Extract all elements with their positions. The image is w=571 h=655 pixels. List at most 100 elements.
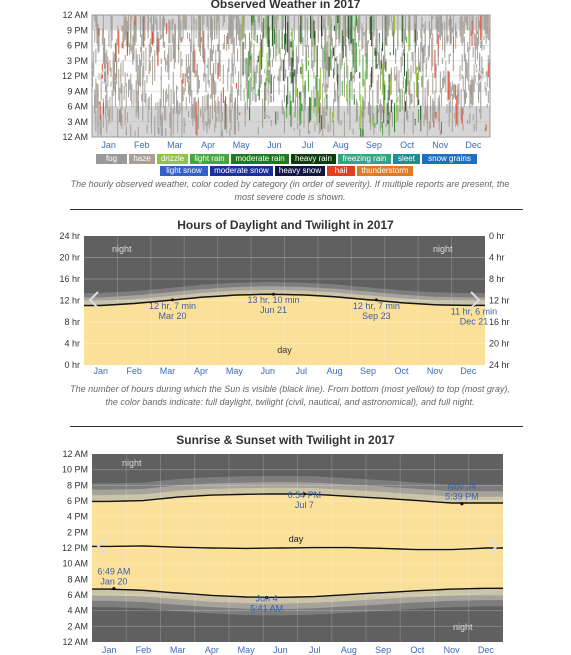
weather-observation bbox=[461, 74, 463, 79]
weather-observation bbox=[222, 43, 224, 50]
weather-observation bbox=[468, 47, 470, 70]
weather-observation bbox=[217, 62, 219, 80]
x-tick-label: Feb bbox=[136, 645, 152, 655]
weather-observation bbox=[130, 73, 132, 101]
weather-observation bbox=[318, 78, 320, 107]
weather-observation bbox=[189, 32, 191, 42]
weather-observation bbox=[312, 15, 314, 48]
weather-observation bbox=[381, 121, 383, 129]
weather-observation bbox=[131, 15, 133, 21]
weather-observation bbox=[143, 62, 145, 78]
weather-observation bbox=[414, 120, 416, 126]
weather-observation bbox=[466, 92, 468, 98]
weather-observation bbox=[361, 23, 363, 51]
weather-observation bbox=[232, 39, 234, 54]
weather-observation bbox=[146, 124, 148, 134]
weather-observation bbox=[95, 15, 97, 28]
weather-observation bbox=[461, 54, 463, 72]
weather-observation bbox=[427, 56, 429, 61]
weather-observation bbox=[467, 15, 469, 31]
weather-observation bbox=[423, 44, 425, 64]
weather-observation bbox=[398, 70, 400, 92]
weather-observation bbox=[203, 59, 205, 64]
weather-observation bbox=[300, 15, 302, 44]
weather-observation bbox=[126, 31, 128, 56]
weather-observation bbox=[331, 37, 333, 59]
weather-observation bbox=[411, 94, 413, 104]
weather-observation bbox=[113, 53, 115, 83]
weather-observation bbox=[262, 98, 264, 128]
x-tick-label: Jul bbox=[309, 645, 321, 655]
weather-observation bbox=[111, 16, 113, 41]
legend-item-light-rain: light rain bbox=[190, 154, 229, 164]
weather-observation bbox=[464, 77, 466, 105]
weather-observation bbox=[339, 53, 341, 73]
y-tick-label: 12 AM bbox=[62, 449, 88, 459]
weather-observation bbox=[279, 65, 281, 82]
weather-observation bbox=[353, 88, 355, 94]
weather-observation bbox=[289, 94, 291, 116]
weather-observation bbox=[340, 120, 342, 126]
weather-observation bbox=[387, 27, 389, 35]
weather-observation bbox=[361, 110, 363, 117]
weather-observation bbox=[144, 15, 146, 41]
weather-observation bbox=[143, 16, 145, 48]
weather-observation bbox=[365, 23, 367, 46]
x-tick-label: Apr bbox=[205, 645, 219, 655]
weather-observation bbox=[269, 49, 271, 58]
x-tick-label: Jun bbox=[261, 366, 276, 376]
weather-observation bbox=[247, 80, 249, 99]
annotation-label: Mar 20 bbox=[159, 311, 187, 321]
weather-observation bbox=[334, 46, 336, 71]
weather-observation bbox=[440, 121, 442, 134]
weather-observation bbox=[480, 40, 482, 49]
weather-observation bbox=[227, 32, 229, 45]
weather-observation bbox=[407, 52, 409, 86]
weather-observation bbox=[436, 28, 438, 33]
y-left-tick-label: 16 hr bbox=[59, 274, 80, 284]
weather-observation bbox=[231, 86, 233, 109]
y-tick-label: 2 AM bbox=[67, 621, 88, 631]
y-left-tick-label: 24 hr bbox=[59, 231, 80, 241]
weather-observation bbox=[182, 86, 184, 100]
x-tick-label: Mar bbox=[167, 140, 183, 150]
weather-observation bbox=[370, 21, 372, 25]
weather-observation bbox=[387, 15, 389, 37]
weather-observation bbox=[475, 64, 477, 73]
annotation-point bbox=[265, 595, 269, 600]
weather-observation bbox=[403, 91, 405, 112]
weather-observation bbox=[444, 21, 446, 51]
weather-observation bbox=[116, 61, 118, 85]
weather-observation bbox=[135, 15, 137, 43]
weather-observation bbox=[257, 126, 259, 135]
weather-observation bbox=[463, 89, 465, 107]
weather-observation bbox=[230, 73, 232, 103]
weather-observation bbox=[418, 109, 420, 123]
weather-observation bbox=[291, 28, 293, 55]
weather-observation bbox=[93, 51, 95, 69]
y-tick-label: 12 AM bbox=[62, 10, 88, 20]
y-tick-label: 12 PM bbox=[62, 543, 88, 553]
weather-observation bbox=[150, 93, 152, 125]
weather-observation bbox=[287, 22, 289, 53]
x-tick-label: Jan bbox=[93, 366, 108, 376]
weather-observation bbox=[167, 54, 169, 73]
weather-observation bbox=[406, 95, 408, 120]
weather-observation bbox=[135, 48, 137, 72]
weather-observation bbox=[433, 104, 435, 122]
weather-observation bbox=[351, 67, 353, 100]
weather-observation bbox=[326, 83, 328, 93]
weather-observation bbox=[166, 88, 168, 96]
weather-observation bbox=[121, 83, 123, 110]
weather-observation bbox=[211, 72, 213, 81]
y-right-tick-label: 4 hr bbox=[489, 253, 505, 263]
y-left-tick-label: 4 hr bbox=[64, 339, 80, 349]
weather-observation bbox=[475, 125, 477, 131]
daylight-next-arrow-icon bbox=[470, 291, 481, 309]
weather-observation bbox=[354, 42, 356, 74]
weather-observation bbox=[371, 67, 373, 88]
weather-observation bbox=[241, 15, 243, 41]
weather-observation bbox=[395, 75, 397, 81]
weather-observation bbox=[94, 15, 96, 22]
weather-observation bbox=[214, 87, 216, 112]
